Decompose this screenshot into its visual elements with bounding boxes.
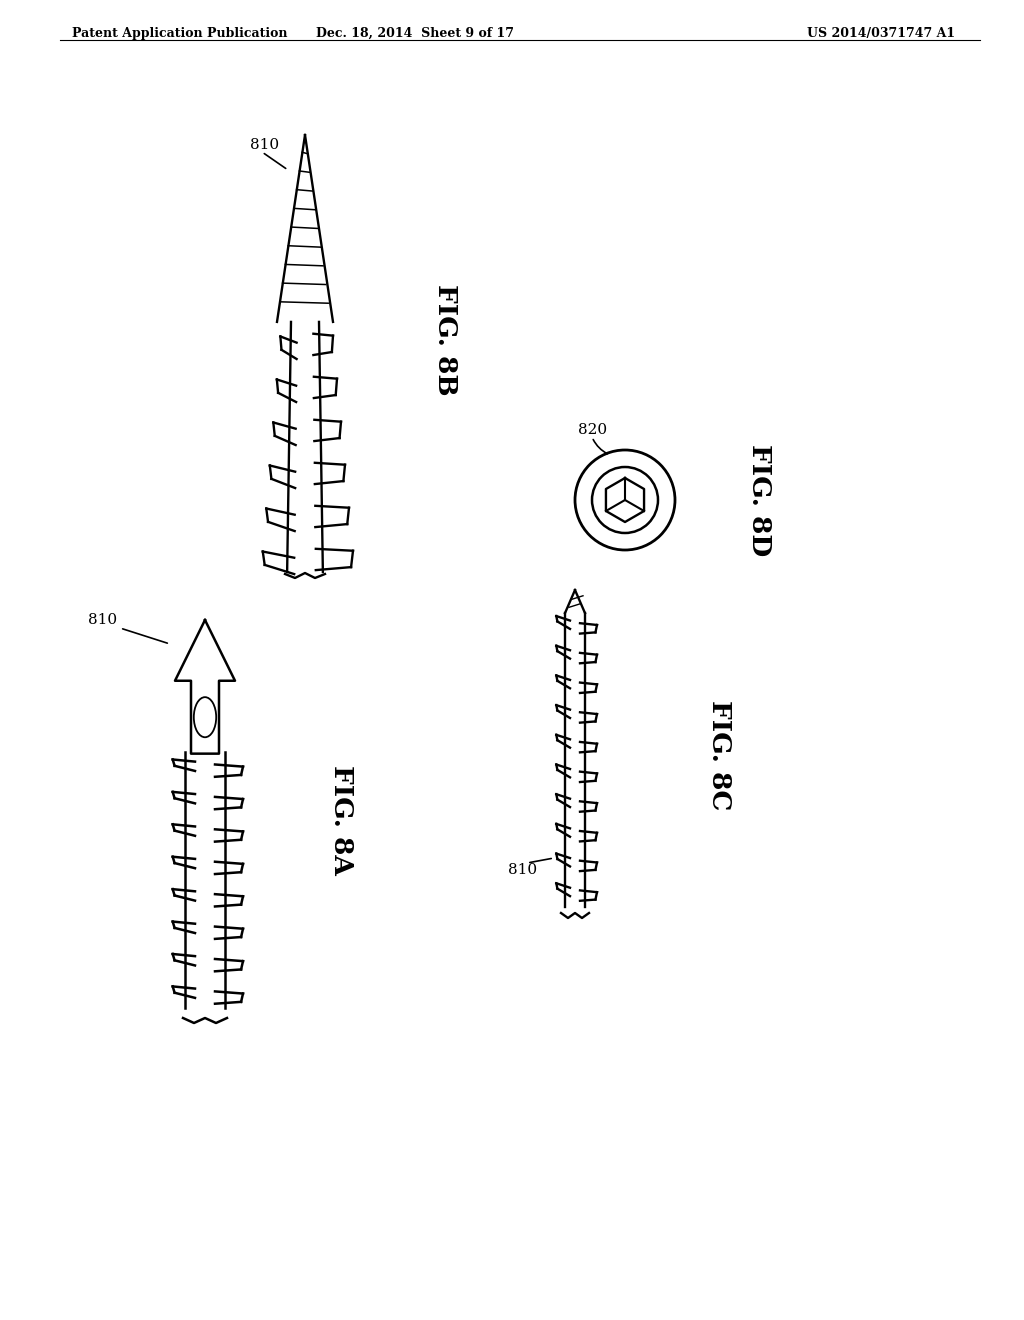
Text: 810: 810 [88,612,117,627]
Text: FIG. 8D: FIG. 8D [748,444,772,556]
Text: FIG. 8C: FIG. 8C [708,700,732,810]
Text: Dec. 18, 2014  Sheet 9 of 17: Dec. 18, 2014 Sheet 9 of 17 [316,26,514,40]
Text: 810: 810 [250,139,280,152]
Text: US 2014/0371747 A1: US 2014/0371747 A1 [807,26,955,40]
Text: FIG. 8A: FIG. 8A [330,766,354,875]
Text: FIG. 8B: FIG. 8B [432,284,458,396]
Text: 810: 810 [508,863,538,876]
Text: 820: 820 [578,422,607,437]
Text: Patent Application Publication: Patent Application Publication [72,26,288,40]
